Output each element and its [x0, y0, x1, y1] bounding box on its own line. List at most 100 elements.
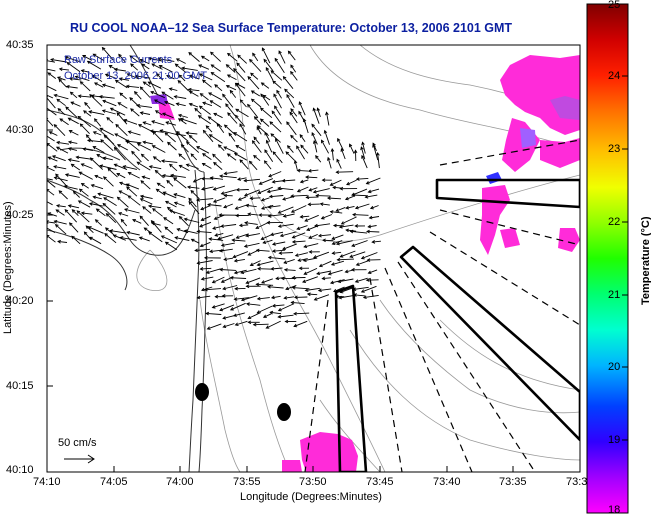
current-vector-head — [261, 280, 265, 284]
current-vector-head — [98, 94, 103, 99]
current-vector — [290, 108, 298, 117]
current-vector — [71, 163, 81, 171]
current-vector — [59, 68, 70, 71]
current-vector — [166, 180, 174, 187]
current-vector-head — [272, 151, 277, 155]
current-vector-head — [245, 203, 250, 208]
current-vector-head — [220, 243, 225, 247]
current-vector-head — [271, 249, 276, 253]
current-vector — [284, 88, 295, 99]
current-vector-head — [132, 218, 136, 223]
current-vector — [246, 204, 257, 208]
current-vector-head — [114, 79, 119, 84]
current-vector — [197, 260, 213, 264]
current-vector — [261, 47, 271, 64]
current-vector-head — [299, 134, 304, 138]
current-vector-head — [127, 130, 132, 135]
current-vector — [118, 190, 128, 196]
current-vector-head — [267, 205, 272, 209]
current-vector — [102, 110, 116, 115]
current-vector — [47, 94, 54, 99]
current-vector — [140, 59, 150, 65]
current-vector-head — [217, 144, 222, 148]
x-tick-label: 73:45 — [366, 476, 394, 488]
current-vector-head — [93, 82, 98, 86]
current-vector-head — [271, 110, 276, 115]
current-vector — [251, 98, 262, 108]
current-vector — [148, 81, 162, 89]
current-vector-head — [95, 208, 100, 212]
current-vector — [263, 313, 272, 318]
current-vector — [292, 287, 310, 290]
current-vector — [102, 203, 116, 215]
current-vector-head — [260, 236, 265, 240]
current-vector-head — [216, 122, 221, 127]
current-vector — [345, 195, 354, 200]
axis-ticks — [46, 44, 514, 473]
current-vector-head — [264, 149, 268, 154]
current-vector — [178, 153, 186, 161]
current-vector — [223, 203, 233, 208]
x-tick-label: 73:50 — [299, 476, 327, 488]
current-vector — [260, 118, 270, 127]
current-vector-head — [312, 139, 317, 144]
current-vector — [268, 205, 281, 208]
current-vector-head — [355, 262, 360, 266]
current-vector — [284, 269, 296, 271]
current-vector — [266, 140, 273, 153]
current-vector-head — [201, 162, 206, 167]
current-vector-head — [116, 196, 121, 201]
current-vector — [143, 121, 152, 126]
current-vector-head — [79, 123, 84, 128]
current-vector — [292, 240, 306, 243]
current-vector-head — [88, 236, 93, 241]
current-vector-head — [218, 213, 223, 217]
current-vector — [208, 92, 222, 101]
current-vector-head — [88, 202, 93, 206]
current-vector — [176, 103, 186, 107]
current-vector — [233, 132, 248, 142]
current-vector-head — [112, 234, 117, 238]
current-vector — [56, 141, 70, 145]
current-vector — [176, 58, 186, 64]
current-vector-head — [108, 65, 113, 69]
current-vector-head — [327, 271, 332, 276]
current-vector — [244, 222, 258, 225]
colorbar-tick-label: 22 — [608, 216, 621, 228]
current-vector-head — [329, 210, 334, 214]
current-vector-head — [100, 139, 105, 143]
current-vector-head — [210, 51, 214, 56]
current-vector-head — [266, 189, 271, 194]
current-vector — [274, 105, 281, 116]
current-vector-head — [190, 189, 195, 194]
current-vector-head — [249, 196, 254, 201]
current-vector-head — [268, 173, 272, 178]
current-vector-head — [233, 270, 238, 275]
current-vector — [65, 56, 80, 63]
current-vector — [179, 216, 189, 227]
current-vector — [257, 186, 273, 194]
current-vector — [244, 189, 260, 197]
current-vector-head — [257, 266, 261, 271]
current-vector-head — [366, 258, 371, 262]
current-vector-head — [101, 83, 106, 88]
current-vector — [47, 189, 55, 196]
current-vector-head — [268, 194, 273, 199]
current-vector — [307, 293, 318, 296]
current-vector-head — [154, 110, 159, 114]
current-vector — [260, 107, 273, 119]
current-vector — [48, 156, 58, 162]
current-vector — [263, 59, 274, 71]
current-vector — [300, 144, 309, 154]
current-vector-head — [174, 236, 179, 240]
current-vector-head — [80, 163, 85, 167]
current-vector — [105, 227, 115, 236]
current-vector-head — [322, 238, 326, 243]
current-vector — [89, 111, 105, 116]
current-vector — [191, 238, 200, 244]
current-vector-head — [209, 176, 214, 180]
current-vector-head — [166, 206, 171, 211]
current-vector — [139, 236, 150, 242]
current-vector — [233, 251, 249, 258]
current-vector — [207, 323, 222, 330]
